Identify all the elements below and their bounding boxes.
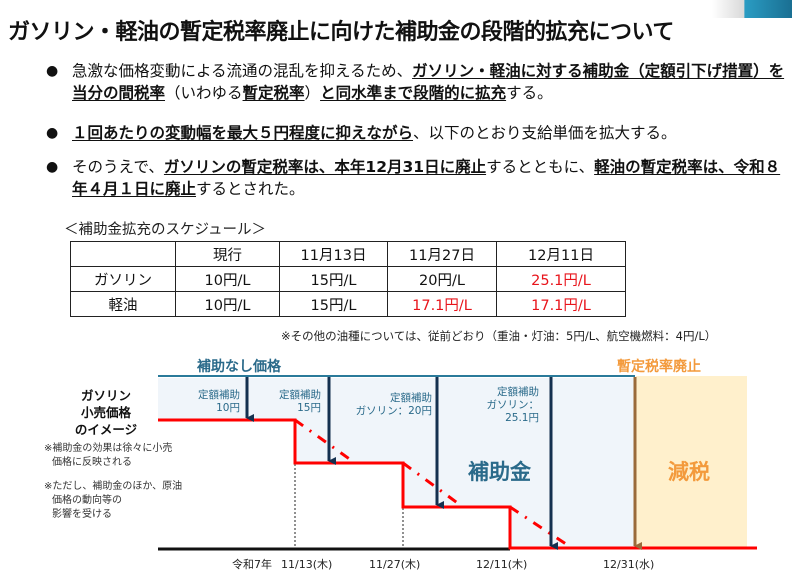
- axis-era-label: 令和7年: [232, 558, 272, 571]
- bullet-text-part: ）: [304, 84, 321, 102]
- bullet-dot-icon: ●: [46, 159, 59, 175]
- arrow-label-10: 定額補助 10円: [198, 389, 240, 415]
- bullet-3: ● そのうえで、ガソリンの暫定税率は、本年12月31日に廃止するとともに、軽油の…: [46, 156, 786, 200]
- axis-tick-1231: 12/31(水): [603, 558, 655, 571]
- tax-cut-area: [636, 376, 747, 548]
- gradual-effect-line: [294, 418, 356, 465]
- page-title: ガソリン・軽油の暫定税率廃止に向けた補助金の段階的拡充について: [8, 20, 674, 45]
- table-header-cell: 11月13日: [279, 241, 388, 267]
- subsidy-label: 補助金: [468, 460, 531, 484]
- arrow-label-line: 定額補助: [198, 389, 240, 401]
- emphasized-text: と同水準まで段階的に拡充: [320, 84, 507, 102]
- emphasized-text: ガソリンの暫定税率は、本年12月31日に廃止: [163, 158, 487, 176]
- table-header-cell: 11月27日: [387, 241, 497, 267]
- bullet-text-part: 急激な価格変動による流通の混乱を抑えるため、: [72, 62, 413, 80]
- table-cell: 20円/L: [387, 266, 497, 292]
- arrow-label-20: 定額補助 ガソリン：20円: [356, 392, 432, 418]
- tax-cut-label: 減税: [668, 460, 710, 484]
- no-subsidy-price-label: 補助なし価格: [197, 359, 281, 375]
- row-label: 軽油: [70, 291, 176, 317]
- arrow-label-15: 定額補助 15円: [279, 389, 321, 415]
- table-row: 軽油 10円/L 15円/L 17.1円/L 17.1円/L: [70, 291, 626, 317]
- gradual-effect-line: [402, 461, 464, 509]
- arrow-label-25: 定額補助 ガソリン： 25.1円: [487, 386, 540, 425]
- arrow-label-line: 定額補助: [390, 392, 432, 404]
- table-cell: 15円/L: [279, 266, 388, 292]
- side-note-line: 影響を受ける: [52, 509, 112, 520]
- side-note-line: ※補助金の効果は徐々に小売: [44, 443, 173, 454]
- bullet-2: ● １回あたりの変動幅を最大５円程度に抑えながら、以下のとおり支給単価を拡大する…: [46, 122, 786, 144]
- side-note-line: ※ただし、補助金のほか、原油: [44, 481, 183, 492]
- side-note-line: 価格に反映される: [52, 457, 132, 468]
- schedule-table: 現行 11月13日 11月27日 12月11日 ガソリン 10円/L 15円/L…: [70, 241, 626, 317]
- side-title-line: のイメージ: [74, 422, 138, 437]
- gradual-effect-line: [509, 505, 573, 550]
- other-fuels-note: ※その他の油種については、従前どおり（重油・灯油：5円/L、航空機燃料：4円/L…: [281, 329, 717, 343]
- table-cell: 15円/L: [279, 291, 388, 317]
- bullet-text-part: するとされた。: [196, 180, 305, 198]
- diagram-side-title: ガソリン 小売価格 のイメージ: [72, 387, 140, 438]
- bullet-dot-icon: ●: [46, 63, 59, 79]
- side-title-line: ガソリン: [80, 388, 131, 403]
- axis-tick-1113: 11/13(木): [281, 558, 333, 571]
- table-cell: 10円/L: [175, 266, 280, 292]
- side-note-line: 価格の動向等の: [52, 495, 122, 506]
- arrow-label-line: 25.1円: [505, 412, 539, 424]
- emphasized-text: 暫定税率: [242, 84, 305, 102]
- table-header-cell: 現行: [175, 241, 280, 267]
- corner-decoration: [712, 0, 792, 18]
- axis-tick-1127: 11/27(木): [369, 558, 421, 571]
- bullet-text-part: 、以下のとおり支給単価を拡大する。: [413, 124, 677, 142]
- schedule-caption: ＜補助金拡充のスケジュール＞: [64, 222, 266, 238]
- arrow-label-line: 15円: [297, 402, 321, 414]
- table-cell: 17.1円/L: [496, 291, 626, 317]
- axis-tick-1211: 12/11(木): [476, 558, 528, 571]
- retail-price-line: [158, 418, 757, 550]
- arrow-label-line: 定額補助: [279, 389, 321, 401]
- table-cell: 25.1円/L: [496, 266, 626, 292]
- side-note-crude: ※ただし、補助金のほか、原油 価格の動向等の 影響を受ける: [44, 480, 182, 522]
- bullet-text-part: するとともに、: [486, 158, 595, 176]
- table-cell: 17.1円/L: [387, 291, 497, 317]
- arrow-label-line: 定額補助: [497, 386, 539, 398]
- emphasized-text: 軽油の暫定税率は、令和８年４月１日に廃止: [72, 158, 781, 198]
- arrow-label-line: ガソリン：: [486, 399, 540, 411]
- bullet-1: ● 急激な価格変動による流通の混乱を抑えるため、ガソリン・軽油に対する補助金（定…: [46, 60, 786, 104]
- bullet-text: そのうえで、ガソリンの暫定税率は、本年12月31日に廃止するとともに、軽油の暫定…: [72, 156, 786, 200]
- bullet-text-part: そのうえで、: [72, 158, 164, 176]
- table-row: ガソリン 10円/L 15円/L 20円/L 25.1円/L: [70, 266, 626, 292]
- bullet-text: 急激な価格変動による流通の混乱を抑えるため、ガソリン・軽油に対する補助金（定額引…: [72, 60, 786, 104]
- side-note-gradual: ※補助金の効果は徐々に小売 価格に反映される: [44, 442, 172, 470]
- arrow-label-line: 10円: [216, 402, 240, 414]
- table-cell: 10円/L: [175, 291, 280, 317]
- side-title-line: 小売価格: [80, 405, 131, 420]
- emphasized-text: ガソリン・軽油に対する補助金（定額引下げ措置）を当分の間税率: [72, 62, 785, 102]
- bullet-text-part: する。: [506, 84, 553, 102]
- emphasized-text: １回あたりの変動幅を最大５円程度に抑えながら: [72, 124, 414, 142]
- bullet-dot-icon: ●: [46, 125, 59, 141]
- row-label: ガソリン: [70, 266, 176, 292]
- tax-abolish-label: 暫定税率廃止: [617, 359, 701, 375]
- bullet-text: １回あたりの変動幅を最大５円程度に抑えながら、以下のとおり支給単価を拡大する。: [72, 122, 786, 144]
- arrow-label-line: ガソリン：20円: [355, 405, 432, 417]
- bullet-text-part: （いわゆる: [165, 84, 243, 102]
